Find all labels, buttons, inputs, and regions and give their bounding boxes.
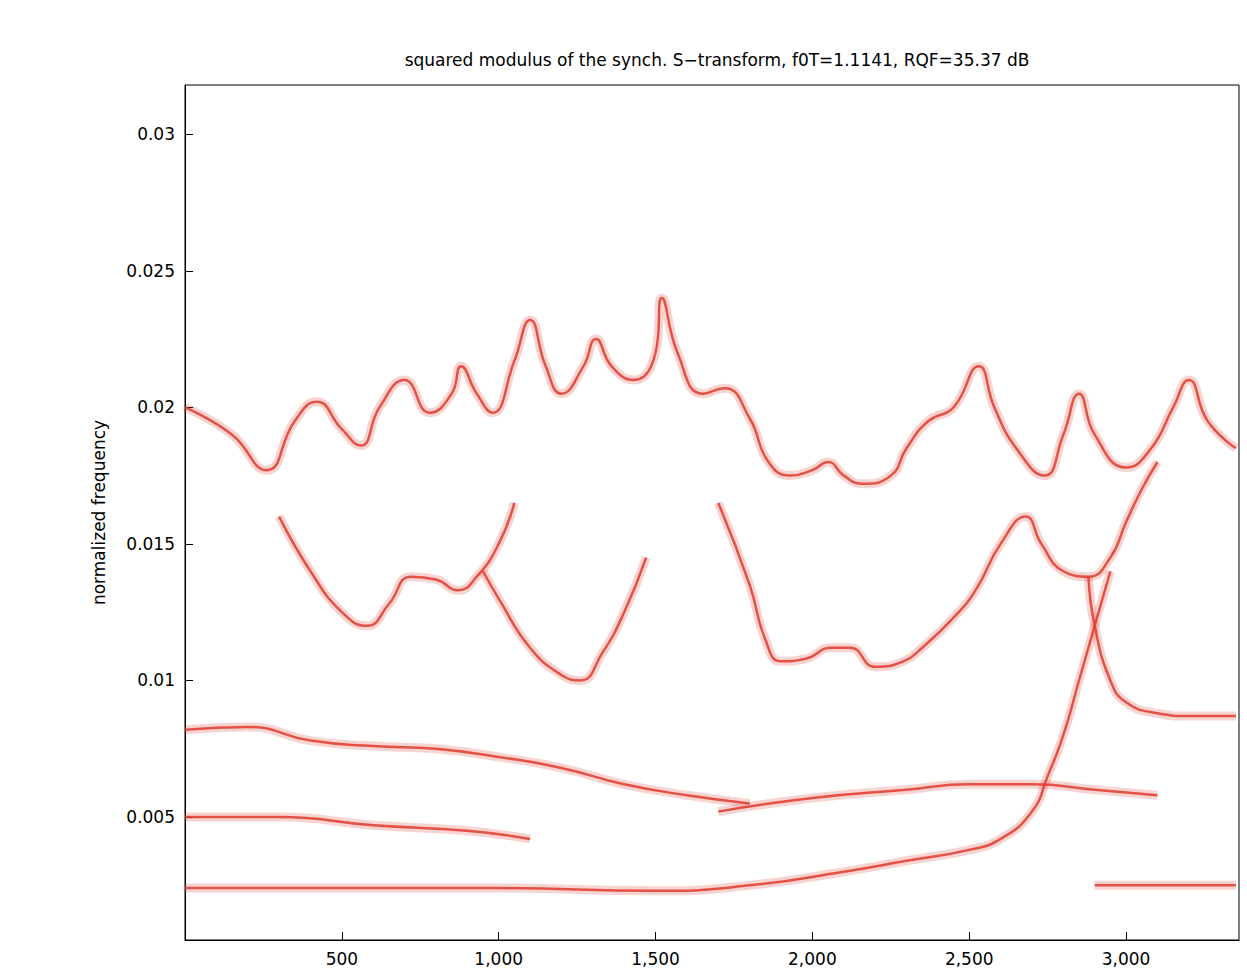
svg-text:2,500: 2,500 [945, 949, 994, 969]
svg-text:500: 500 [326, 949, 358, 969]
svg-text:0.005: 0.005 [126, 807, 175, 827]
svg-text:2,000: 2,000 [788, 949, 837, 969]
svg-text:1,000: 1,000 [474, 949, 523, 969]
svg-text:0.02: 0.02 [137, 397, 175, 417]
svg-text:squared modulus of the synch.: squared modulus of the synch. S−transfor… [405, 50, 1030, 70]
svg-text:0.03: 0.03 [137, 124, 175, 144]
svg-text:0.01: 0.01 [137, 670, 175, 690]
svg-text:0.015: 0.015 [126, 534, 175, 554]
svg-text:normalized frequency: normalized frequency [89, 420, 109, 605]
svg-text:1,500: 1,500 [631, 949, 680, 969]
svg-text:0.025: 0.025 [126, 261, 175, 281]
svg-text:3,000: 3,000 [1102, 949, 1151, 969]
